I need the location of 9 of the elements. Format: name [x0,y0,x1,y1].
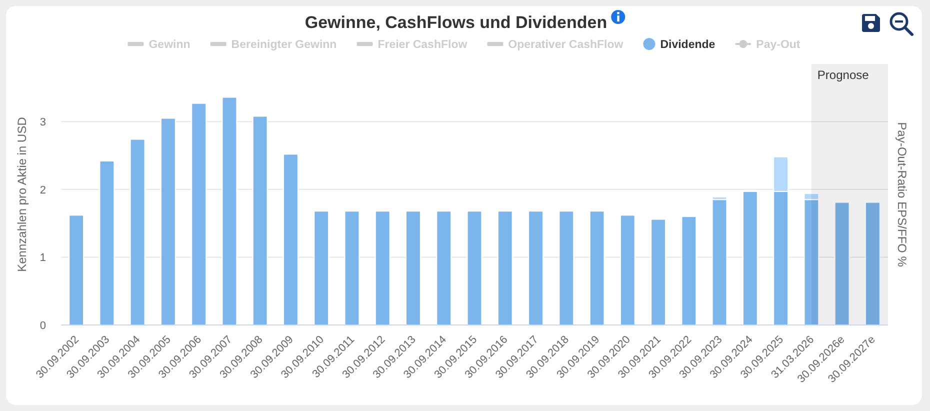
y-tick-label: 2 [40,184,46,196]
y-tick-label: 1 [40,252,46,264]
chart-title: Gewinne, CashFlows und Dividenden [304,13,608,32]
y2-axis-title: Pay-Out-Ratio EPS/FFO % [895,122,909,268]
legend-label: Dividende [660,39,716,51]
y-tick-label: 0 [40,320,46,332]
y-axis-title: Kennzahlen pro Aktie in USD [15,116,29,272]
band-label: Prognose [817,68,870,82]
y-tick-label: 3 [40,116,46,129]
